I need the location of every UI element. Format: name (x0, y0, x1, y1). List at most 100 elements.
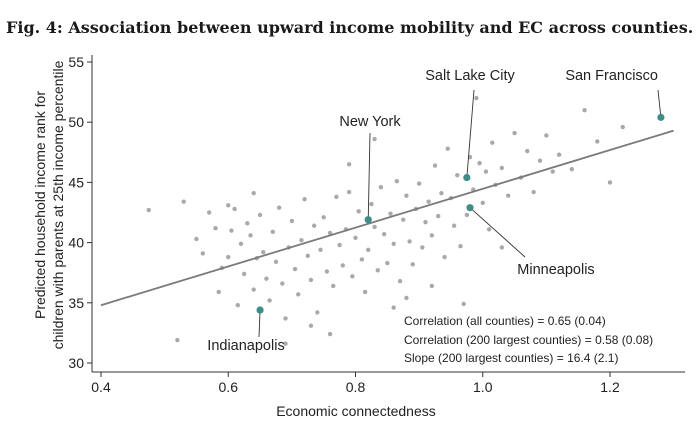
scatter-point (226, 203, 231, 208)
scatter-point (391, 241, 396, 247)
scatter-point (455, 172, 460, 178)
scatter-point (458, 244, 463, 249)
scatter-point (238, 241, 244, 247)
scatter-point (324, 269, 330, 274)
y-tick-label: 45 (68, 174, 84, 190)
scatter-point (346, 162, 352, 167)
x-axis-label: Economic connectedness (276, 403, 436, 419)
scatter-point (299, 237, 304, 243)
label-minneapolis: Minneapolis (517, 262, 594, 278)
scatter-point (531, 189, 536, 195)
scatter-point (334, 194, 339, 200)
label-salt-lake-city: Salt Lake City (425, 68, 515, 84)
scatter-point (451, 223, 457, 228)
scatter-point (426, 199, 431, 204)
scatter-point (401, 217, 406, 222)
highlight-point-minneapolis (466, 204, 474, 212)
scatter-point (308, 323, 314, 328)
stat-correlation-all: Correlation (all counties) = 0.65 (0.04) (404, 314, 606, 328)
stat-correlation-200: Correlation (200 largest counties) = 0.5… (404, 333, 653, 347)
x-tick-label: 0.4 (91, 379, 111, 395)
label-san-francisco: San Francisco (565, 68, 658, 84)
scatter-point (216, 289, 221, 295)
scatter-point (429, 283, 435, 289)
scatter-point (305, 253, 310, 259)
y-tick-label: 50 (68, 114, 84, 130)
scatter-point (404, 193, 409, 198)
scatter-point (499, 245, 505, 250)
scatter-point (429, 233, 435, 238)
scatter-point (569, 166, 575, 172)
scatter-point (550, 169, 555, 174)
scatter-point (397, 278, 403, 284)
fit-line (100, 129, 674, 307)
leader-line (469, 207, 526, 258)
scatter-point (175, 337, 180, 343)
scatter-point (257, 212, 263, 218)
scatter-point (391, 305, 396, 310)
figure-title: Fig. 4: Association between upward incom… (6, 18, 694, 37)
scatter-point (404, 295, 409, 301)
scatter-point (461, 301, 466, 307)
scatter-point (356, 209, 361, 214)
scatter-point (353, 235, 358, 240)
y-tick-label: 55 (68, 54, 84, 70)
scatter-point (283, 341, 288, 346)
scatter-point (388, 211, 393, 216)
scatter-point (483, 169, 489, 174)
scatter-point (486, 227, 492, 232)
scatter-point (280, 281, 285, 286)
scatter-point (423, 219, 428, 225)
scatter-point (350, 274, 355, 279)
scatter-point (308, 277, 314, 283)
scatter-point (327, 230, 333, 236)
leader-lines (258, 89, 662, 338)
scatter-point (296, 292, 301, 297)
scatter-point (318, 247, 323, 253)
scatter-point (474, 95, 479, 101)
highlight-point-indianapolis (256, 306, 264, 314)
scatter-point (595, 139, 600, 144)
scatter-point (248, 233, 253, 238)
scatter-point (229, 228, 234, 233)
scatter-point (251, 191, 256, 196)
scatter-point (607, 180, 613, 185)
y-tick-label: 40 (68, 235, 84, 251)
y-tick-label: 30 (68, 355, 84, 371)
scatter-point (270, 229, 275, 234)
scatter-point (226, 254, 231, 260)
scatter-point (394, 178, 400, 184)
scatter-point (264, 276, 269, 281)
scatter-point (464, 212, 470, 218)
leader-line (258, 310, 261, 338)
scatter-point (302, 197, 307, 202)
scatter-point (327, 331, 333, 337)
scatter-point (512, 130, 517, 136)
scatter-point (146, 207, 151, 213)
scatter-point (261, 250, 266, 255)
leader-line (466, 89, 475, 178)
scatter-point (556, 152, 562, 157)
scatter-point (337, 242, 342, 248)
scatter-point (362, 289, 368, 295)
scatter-point (442, 254, 447, 260)
scatter-point (276, 205, 282, 210)
axis-ticks: 0.4 0.6 0.8 1.0 1.2 30 35 40 45 50 55 (68, 54, 620, 395)
label-new-york: New York (339, 114, 401, 130)
scatter-point (407, 239, 412, 244)
y-axis-label-line-1: Predicted household income rank for (32, 91, 48, 319)
scatter-point (416, 181, 422, 186)
scatter-point (289, 218, 295, 224)
scatter-point (544, 133, 549, 138)
scatter-point (378, 185, 384, 190)
scatter-point (340, 263, 345, 268)
scatter-point (525, 148, 530, 154)
scatter-point (582, 107, 587, 113)
scatter-point (445, 146, 450, 151)
y-tick-label: 35 (68, 295, 84, 311)
scatter-point (194, 236, 199, 242)
x-tick-label: 0.6 (219, 379, 239, 395)
scatter-point (381, 231, 387, 237)
scatter-point (245, 221, 250, 226)
scatter-point (537, 158, 543, 163)
